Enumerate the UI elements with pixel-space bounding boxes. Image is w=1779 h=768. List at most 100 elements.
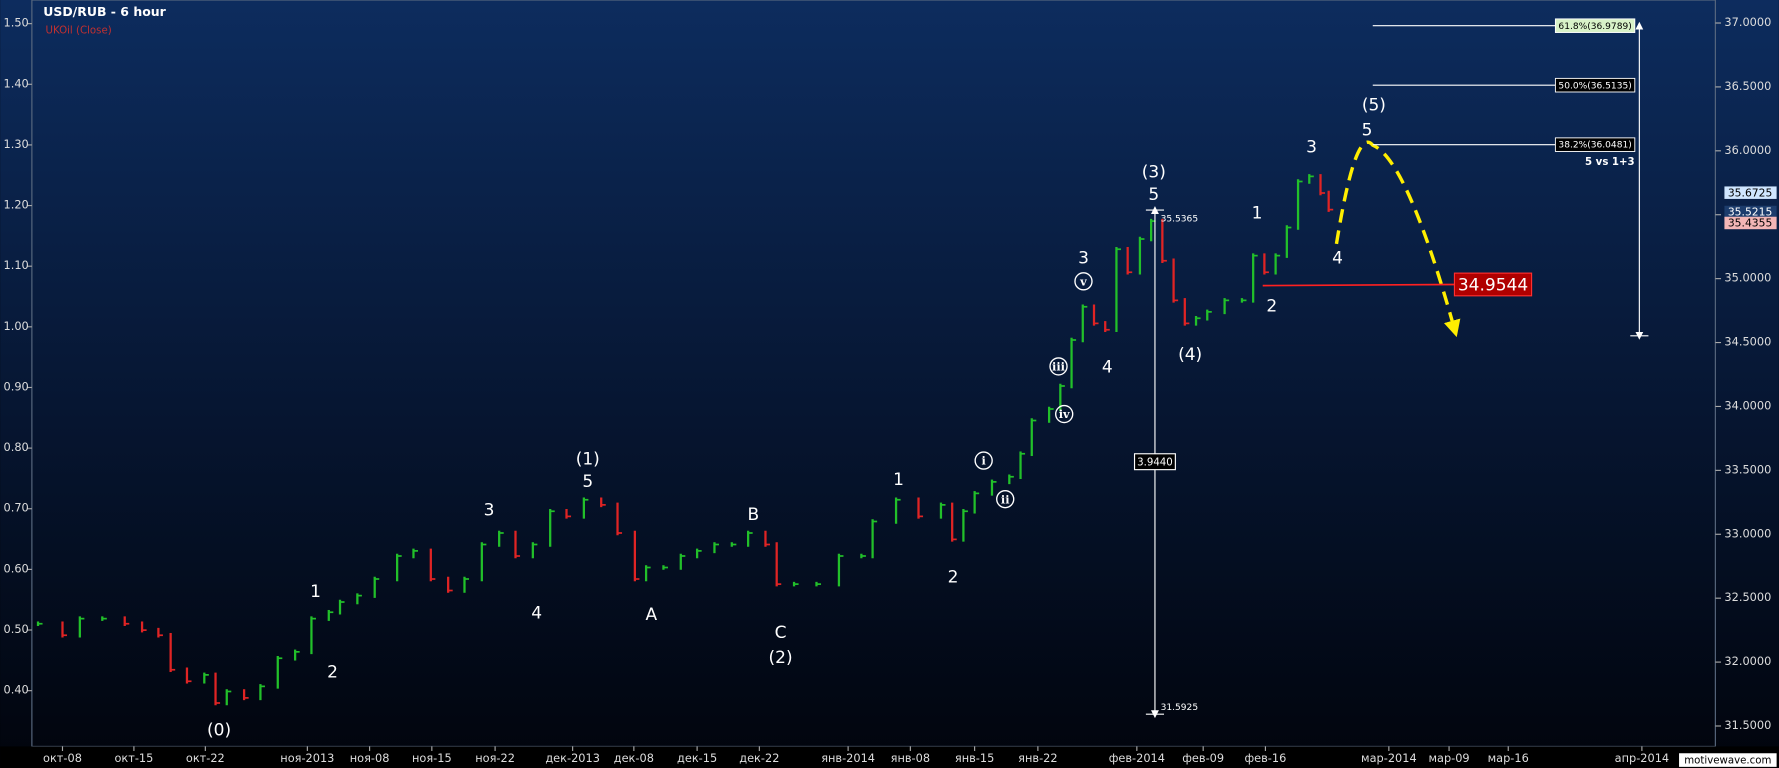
x-tick-label: дек-08 [614,751,654,765]
x-tick-label: мар-09 [1428,751,1469,765]
x-tick-label: мар-16 [1488,751,1529,765]
x-tick-label: ноя-2013 [280,751,334,765]
y-tick-label: 34.5000 [1724,335,1771,349]
y-tick-label: 33.0000 [1724,526,1771,540]
y2-tick-label: 1.10 [4,258,29,272]
x-axis-bar [0,746,1779,768]
wave-label: B [748,505,760,525]
y-tick-label: 34.0000 [1724,398,1771,412]
wave-circle [1049,357,1068,376]
wave-label: v [1079,274,1087,288]
y-tick-label: 35.0000 [1724,271,1771,285]
wave-label: iii [1052,360,1066,374]
wave-label: 4 [1332,249,1343,269]
x-tick-label: дек-22 [739,751,779,765]
fib-label-box [1554,77,1636,93]
wave-label: iv [1059,407,1070,421]
x-tick-label: окт-22 [186,751,225,765]
wave-label: (5) [1362,96,1386,116]
fib-label-box [1554,137,1636,152]
wave-circle [974,451,993,470]
wave-circle [1074,272,1093,291]
wave-circle [996,489,1015,509]
fib-label: 50.0%(36.5135) [1558,81,1631,91]
fib-label: 38.2%(36.0481) [1558,141,1631,151]
y2-tick-label: 1.00 [4,319,29,333]
y-tick-label: 36.5000 [1724,79,1771,93]
wave-label: (3) [1142,162,1166,182]
wave-label: 5 [1148,185,1159,205]
y-tick-label: 32.5000 [1724,590,1771,604]
x-tick-label: апр-2014 [1615,751,1669,765]
target-box [1453,272,1533,297]
wave-label: i [982,454,987,468]
y2-tick-label: 1.30 [4,137,29,151]
y2-tick-label: 0.50 [4,622,29,636]
y-tick-label: 32.0000 [1724,654,1771,668]
projection-curve [1334,140,1461,338]
wave-label: 1 [310,582,321,602]
wave-label: 5 [1362,120,1373,140]
x-tick-label: ноя-22 [475,751,515,765]
y2-tick-label: 0.80 [4,440,29,454]
x-tick-label: ноя-15 [412,751,452,765]
y2-tick-label: 0.70 [4,501,29,515]
wave-circle [1055,404,1074,424]
x-tick-label: янв-2014 [821,751,875,765]
target-line [1262,283,1455,287]
y2-tick-label: 1.50 [4,16,29,30]
watermark: motivewave.com [1684,756,1771,767]
wave-label: 2 [1266,296,1277,316]
wave-label: 1 [1252,203,1263,223]
x-tick-label: окт-08 [43,751,82,765]
y-tick-label: 37.0000 [1724,15,1771,29]
wave-label: 2 [327,663,338,683]
y-tick-label: 33.5000 [1724,462,1771,476]
fib-label-box [1554,18,1636,33]
y2-tick-label: 0.40 [4,683,29,697]
price-tag [1724,186,1777,199]
wave-label: 3 [1306,137,1317,157]
measure-low-label: 31.5925 [1161,703,1198,713]
x-tick-label: ноя-08 [350,751,390,765]
wave-label: 4 [1102,358,1113,378]
fib-label: 61.8%(36.9789) [1558,22,1631,32]
price-tag-label: 35.5215 [1728,206,1773,219]
wave-label: (1) [576,449,600,469]
subtitle: UKOil (Close) [45,26,111,37]
y2-tick-label: 0.60 [4,561,29,575]
wave-label: 2 [948,567,959,587]
x-tick-label: фев-2014 [1109,751,1165,765]
wave-label: (4) [1178,345,1202,365]
wave-label: 3 [484,500,495,520]
y-tick-label: 36.0000 [1724,143,1771,157]
wave-label: (0) [207,721,231,741]
x-tick-label: дек-15 [677,751,717,765]
wave-label: 1 [893,470,904,490]
fib-note: 5 vs 1+3 [1585,157,1635,168]
wave-label: (2) [769,648,793,668]
wave-label: 5 [582,472,593,492]
measure-range-box [1133,453,1176,471]
wave-label: C [775,623,787,643]
price-tag [1724,205,1777,219]
x-tick-label: янв-08 [891,751,930,765]
measure-high-label: 35.5365 [1161,215,1198,225]
wave-label: ii [1001,492,1010,506]
watermark-box [1679,753,1777,767]
y2-tick-label: 0.90 [4,379,29,393]
target-label: 34.9544 [1458,276,1528,296]
price-tag-label: 35.4355 [1728,217,1773,230]
price-tag [1724,216,1777,230]
y2-tick-label: 1.40 [4,76,29,90]
x-tick-label: янв-22 [1018,751,1057,765]
x-tick-label: фев-09 [1182,751,1224,765]
wave-label: 4 [531,604,542,624]
x-tick-label: дек-2013 [545,751,600,765]
x-tick-label: фев-16 [1244,751,1286,765]
price-tag-label: 35.6725 [1728,186,1773,199]
y2-tick-label: 1.20 [4,198,29,212]
wave-label: A [645,605,657,625]
